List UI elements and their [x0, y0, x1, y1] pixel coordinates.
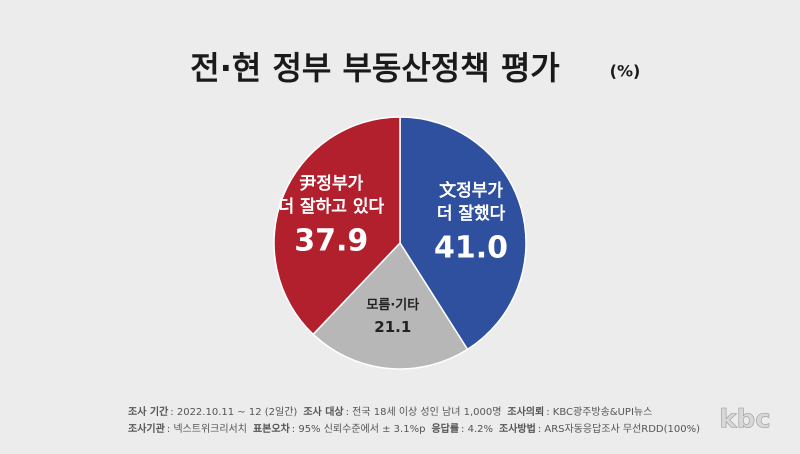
slice-label: 尹정부가: [299, 174, 363, 194]
note-label: 조사기관: [128, 422, 166, 435]
note-label: 표본오차: [253, 422, 291, 435]
value-label: 41.0: [434, 230, 508, 265]
unit-label: (%): [610, 62, 641, 81]
note-text: : 2022.10.11 ~ 12 (2일간): [170, 406, 297, 418]
note-text: : KBC광주방송&UPI뉴스: [546, 406, 652, 418]
value-label: 21.1: [374, 318, 411, 336]
slice-label: 文정부가: [439, 180, 503, 201]
chart-title: 전·현 정부 부동산정책 평가: [190, 49, 559, 87]
note-text: : 넥스트위크리서치: [167, 422, 247, 435]
footer-note: 조사기관: 넥스트위크리서치 표본오차: 95% 신뢰수준에서 ± 3.1%p 응답…: [128, 422, 700, 435]
note-label: 응답률: [431, 423, 459, 435]
note-label: 조사방법: [499, 422, 536, 435]
note-text: : ARS자동응답조사 무선RDD(100%): [538, 423, 700, 435]
note-label: 조사 대상: [303, 405, 344, 418]
note-text: : 4.2%: [461, 424, 493, 435]
note-text: : 95% 신뢰수준에서 ± 3.1%p: [292, 423, 426, 435]
logo: kbc: [719, 405, 770, 435]
pie-slice: [273, 116, 401, 336]
footer-note: 조사 기간: 2022.10.11 ~ 12 (2일간) 조사 대상: 전국 18…: [128, 405, 652, 418]
note-text: : 전국 18세 이상 성인 남녀 1,000명: [346, 406, 502, 418]
value-label: 37.9: [294, 224, 368, 259]
note-label: 조사 기간: [128, 405, 169, 418]
slice-label: 더 잘하고 있다: [278, 196, 384, 217]
slice-label: 모름·기타: [366, 297, 419, 313]
slice-label: 더 잘했다: [437, 203, 506, 224]
pie-slice: [312, 241, 469, 370]
note-label: 조사의뢰: [507, 405, 544, 418]
